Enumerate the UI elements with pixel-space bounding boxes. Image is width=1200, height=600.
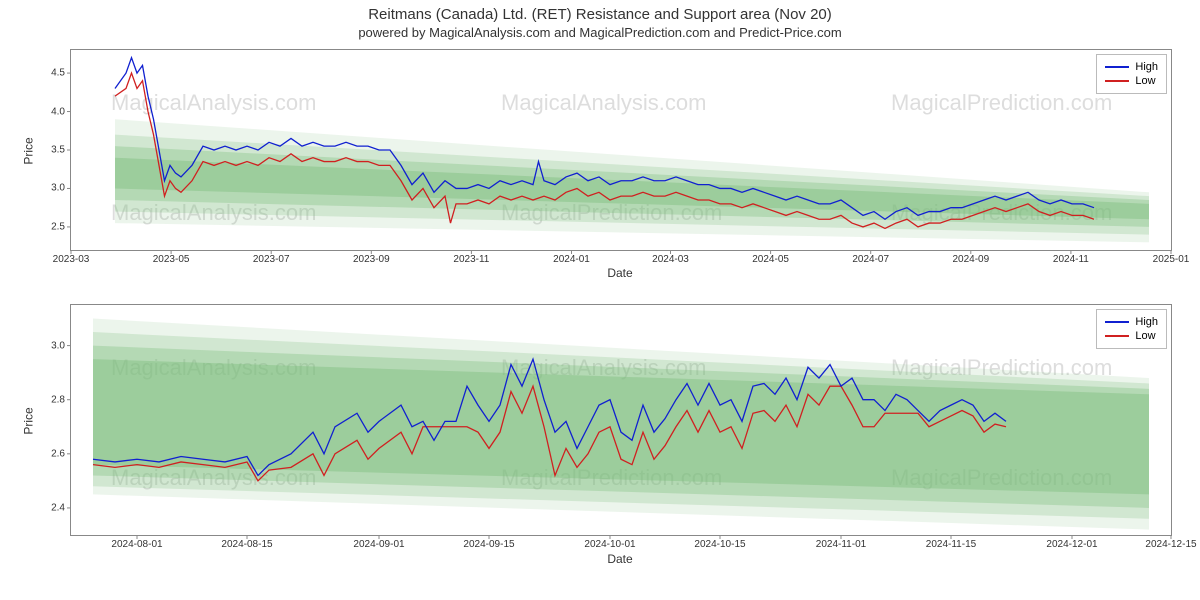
xtick-label: 2024-08-01: [111, 535, 162, 550]
top-xlabel: Date: [70, 266, 1170, 280]
xtick-label: 2024-11-15: [926, 535, 976, 550]
ytick-label: 3.5: [51, 145, 71, 156]
legend-line-high: [1105, 66, 1129, 68]
xtick-label: 2024-09-01: [353, 535, 404, 550]
top-chart-svg: [71, 50, 1171, 250]
legend-line-low: [1105, 335, 1129, 337]
ytick-label: 4.5: [51, 68, 71, 79]
legend-label-low: Low: [1135, 75, 1155, 87]
xtick-label: 2024-12-01: [1046, 535, 1097, 550]
legend-item-low: Low: [1105, 75, 1158, 87]
ytick-label: 2.6: [51, 448, 71, 459]
top-panel: MagicalAnalysis.com MagicalAnalysis.com …: [0, 44, 1200, 294]
legend-line-low: [1105, 80, 1129, 82]
ytick-label: 3.0: [51, 183, 71, 194]
chart-subtitle: powered by MagicalAnalysis.com and Magic…: [0, 23, 1200, 44]
chart-title: Reitmans (Canada) Ltd. (RET) Resistance …: [0, 0, 1200, 23]
legend-label-high: High: [1135, 61, 1158, 73]
legend: High Low: [1096, 54, 1167, 94]
legend-item-high: High: [1105, 316, 1158, 328]
xtick-label: 2024-08-15: [221, 535, 272, 550]
xtick-label: 2024-03: [652, 250, 689, 265]
top-ylabel: Price: [22, 137, 36, 164]
ytick-label: 2.5: [51, 221, 71, 232]
ytick-label: 4.0: [51, 106, 71, 117]
xtick-label: 2024-09-15: [463, 535, 514, 550]
xtick-label: 2023-05: [153, 250, 190, 265]
top-plot-area: MagicalAnalysis.com MagicalAnalysis.com …: [70, 49, 1172, 251]
legend-line-high: [1105, 321, 1129, 323]
xtick-label: 2024-01: [553, 250, 590, 265]
xtick-label: 2024-10-15: [694, 535, 745, 550]
xtick-label: 2024-10-01: [584, 535, 635, 550]
xtick-label: 2024-09: [952, 250, 989, 265]
bottom-ylabel: Price: [22, 407, 36, 434]
ytick-label: 3.0: [51, 340, 71, 351]
xtick-label: 2024-07: [852, 250, 889, 265]
xtick-label: 2023-03: [53, 250, 90, 265]
legend-item-high: High: [1105, 61, 1158, 73]
legend-item-low: Low: [1105, 330, 1158, 342]
bottom-chart-svg: [71, 305, 1171, 535]
bottom-panel: MagicalAnalysis.com MagicalAnalysis.com …: [0, 294, 1200, 574]
xtick-label: 2024-11: [1053, 250, 1089, 265]
legend: High Low: [1096, 309, 1167, 349]
xtick-label: 2023-07: [253, 250, 290, 265]
ytick-label: 2.8: [51, 394, 71, 405]
xtick-label: 2023-11: [453, 250, 489, 265]
bottom-plot-area: MagicalAnalysis.com MagicalAnalysis.com …: [70, 304, 1172, 536]
legend-label-low: Low: [1135, 330, 1155, 342]
xtick-label: 2024-05: [752, 250, 789, 265]
chart-container: Reitmans (Canada) Ltd. (RET) Resistance …: [0, 0, 1200, 600]
legend-label-high: High: [1135, 316, 1158, 328]
xtick-label: 2024-11-01: [816, 535, 866, 550]
xtick-label: 2024-12-15: [1145, 535, 1196, 550]
bottom-xlabel: Date: [70, 552, 1170, 566]
xtick-label: 2023-09: [353, 250, 390, 265]
ytick-label: 2.4: [51, 502, 71, 513]
xtick-label: 2025-01: [1153, 250, 1190, 265]
